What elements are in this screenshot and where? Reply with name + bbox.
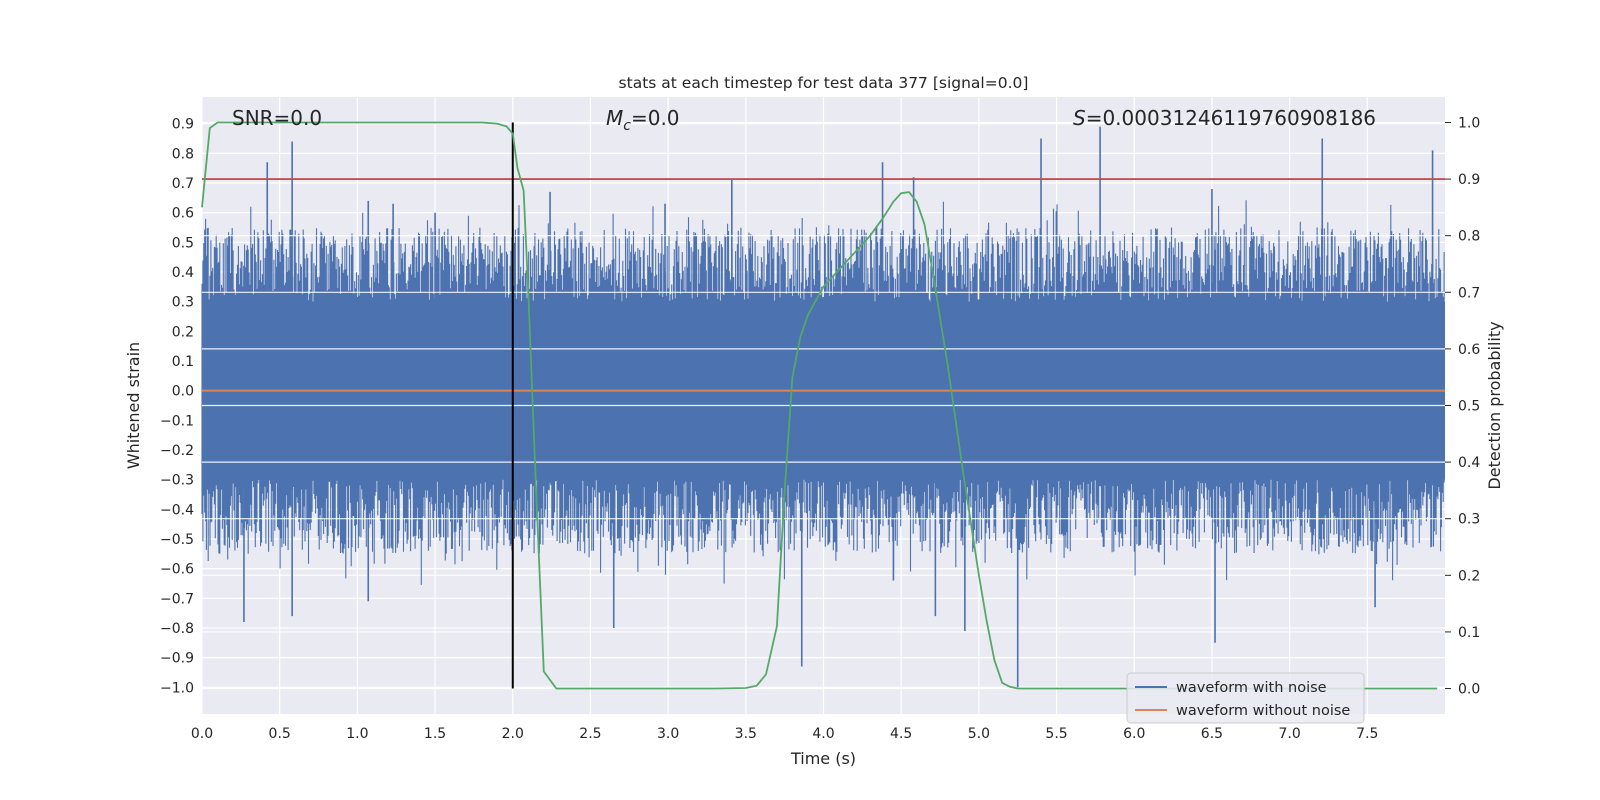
y-right-tick-label: 0.9 bbox=[1458, 172, 1480, 188]
y-left-tick-label: −0.5 bbox=[160, 532, 194, 548]
x-tick-label: 3.0 bbox=[657, 726, 679, 742]
x-tick-label: 0.0 bbox=[191, 726, 213, 742]
x-tick-label: 7.0 bbox=[1278, 726, 1300, 742]
x-tick-label: 4.5 bbox=[890, 726, 912, 742]
y-right-tick-label: 0.0 bbox=[1458, 682, 1480, 698]
x-tick-label: 1.0 bbox=[346, 726, 368, 742]
y-left-tick-label: −0.9 bbox=[160, 651, 194, 667]
y-left-tick-label: −0.8 bbox=[160, 621, 194, 637]
y-left-tick-label: −0.7 bbox=[160, 591, 194, 607]
chirp-mass-symbol: M bbox=[606, 106, 623, 130]
detection-probability-line bbox=[201, 121, 1438, 690]
y-left-tick-label: 0.0 bbox=[172, 384, 194, 400]
y-left-tick-label: 0.9 bbox=[172, 117, 194, 133]
y-right-tick-label: 0.8 bbox=[1458, 229, 1480, 245]
y-left-tick-label: −0.4 bbox=[160, 502, 194, 518]
y-axis-label-left: Whitened strain bbox=[124, 342, 143, 469]
s-symbol: S bbox=[1073, 106, 1086, 130]
y-right-tick-label: 0.5 bbox=[1458, 399, 1480, 415]
snr-annotation: SNR=0.0 bbox=[232, 106, 322, 130]
y-left-tick-label: −0.3 bbox=[160, 473, 194, 489]
y-right-tick-label: 0.3 bbox=[1458, 512, 1480, 528]
chart-title: stats at each timestep for test data 377… bbox=[619, 74, 1029, 92]
x-tick-label: 4.0 bbox=[812, 726, 834, 742]
s-value: =0.00031246119760908186 bbox=[1086, 106, 1376, 130]
y-left-tick-label: 0.7 bbox=[172, 176, 194, 192]
chirp-mass-subscript: c bbox=[623, 118, 631, 134]
axis-ticks: 0.0 0.5 1.0 1.5 2.0 2.5 3.0 3.5 4.0 4.5 5.0 5.5 6.0 6… bbox=[160, 115, 1480, 742]
y-left-tick-label: −0.6 bbox=[160, 562, 194, 578]
legend-box bbox=[1126, 672, 1365, 724]
y-left-tick-label: 0.1 bbox=[172, 354, 194, 370]
line-series bbox=[201, 121, 1445, 690]
y-left-tick-label: −0.2 bbox=[160, 443, 194, 459]
y-right-tick-label: 1.0 bbox=[1458, 115, 1480, 131]
x-tick-label: 3.5 bbox=[735, 726, 757, 742]
s-annotation: S=0.00031246119760908186 bbox=[1073, 106, 1376, 130]
chirp-mass-annotation: Mc=0.0 bbox=[606, 106, 680, 134]
x-tick-label: 0.5 bbox=[269, 726, 291, 742]
y-right-tick-label: 0.2 bbox=[1458, 568, 1480, 584]
legend: waveform with noise waveform without nois… bbox=[1126, 672, 1365, 724]
x-axis-label: Time (s) bbox=[790, 749, 856, 768]
y-left-tick-label: 0.3 bbox=[172, 295, 194, 311]
x-tick-label: 6.0 bbox=[1123, 726, 1145, 742]
x-tick-label: 6.5 bbox=[1201, 726, 1223, 742]
y-right-tick-label: 0.6 bbox=[1458, 342, 1480, 358]
y-left-tick-label: 0.8 bbox=[172, 146, 194, 162]
legend-label: waveform with noise bbox=[1176, 680, 1327, 696]
y-right-tick-label: 0.4 bbox=[1458, 455, 1480, 471]
y-axis-label-right: Detection probability bbox=[1485, 321, 1504, 489]
legend-label: waveform without noise bbox=[1176, 703, 1350, 719]
y-left-tick-label: −1.0 bbox=[160, 680, 194, 696]
y-left-tick-label: 0.2 bbox=[172, 324, 194, 340]
x-tick-label: 7.5 bbox=[1356, 726, 1378, 742]
y-left-tick-label: 0.5 bbox=[172, 235, 194, 251]
x-tick-label: 1.5 bbox=[424, 726, 446, 742]
y-right-tick-label: 0.7 bbox=[1458, 285, 1480, 301]
x-tick-label: 5.0 bbox=[968, 726, 990, 742]
y-right-tick-label: 0.1 bbox=[1458, 625, 1480, 641]
x-tick-label: 2.0 bbox=[502, 726, 524, 742]
y-left-tick-label: 0.6 bbox=[172, 206, 194, 222]
x-tick-label: 5.5 bbox=[1045, 726, 1067, 742]
y-left-tick-label: −0.1 bbox=[160, 413, 194, 429]
x-tick-label: 2.5 bbox=[579, 726, 601, 742]
y-left-tick-label: 0.4 bbox=[172, 265, 194, 281]
chirp-mass-value: =0.0 bbox=[631, 106, 680, 130]
